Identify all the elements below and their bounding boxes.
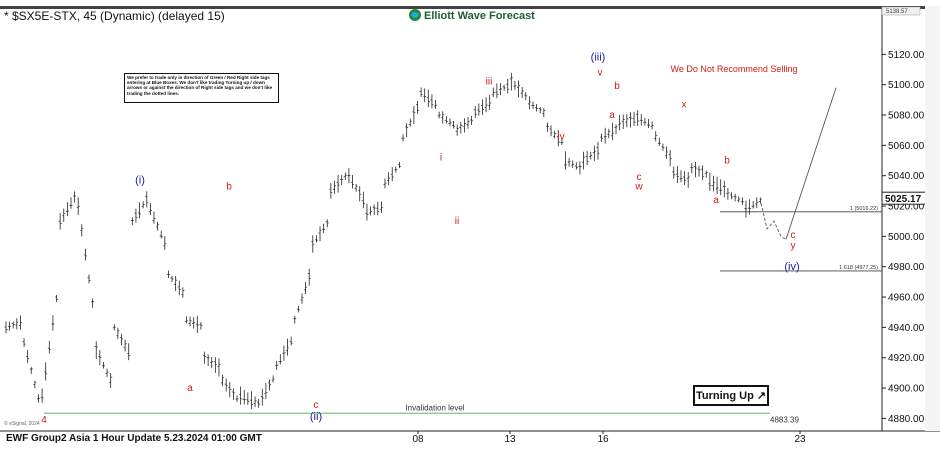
projection-up-arrow [785,87,837,240]
recommendation-text: We Do Not Recommend Selling [671,64,798,74]
x-tick-label: 08 [412,434,424,445]
y-tick-label: 4920.00 [888,353,925,364]
wave-label: a [187,383,193,394]
y-tick-label: 5120.00 [888,50,925,61]
brand-logo-wave [411,12,419,18]
wave-label: w [634,181,643,192]
price-bars [4,72,762,410]
brand-logo: Elliott Wave Forecast [409,9,535,22]
wave-label: x [682,99,687,110]
wave-label: 4 [41,415,47,426]
fib-levels: 1 (5016.22) 1.618 (4977.25) [720,206,882,272]
y-tick-label: 5020.00 [888,202,925,213]
wave-label: y [791,241,796,252]
wave-label: (iii) [591,51,606,63]
x-tick-label: 16 [597,434,609,445]
right-margin [925,6,940,431]
brand-name: Elliott Wave Forecast [424,10,535,22]
wave-label: b [724,156,730,167]
disclaimer-box: We prefer to trade only in direction of … [124,73,279,103]
fib-label: 1.618 (4977.25) [839,265,878,271]
invalidation-value: 4883.39 [770,415,799,424]
wave-label: b [614,81,620,92]
wave-label: ii [455,216,459,227]
wave-label: iv [557,131,564,142]
wave-label: iii [486,77,493,88]
x-tick-label: 13 [504,434,516,445]
last-price-text: 5025.17 [885,194,922,205]
wave-label: c [791,230,796,241]
wave-label: (i) [135,174,145,186]
disclaimer-text: We prefer to trade only in direction of … [127,75,273,96]
update-label: EWF Group2 Asia 1 Hour Update 5.23.2024 … [6,433,262,444]
copyright: © eSignal, 2024 [4,420,40,427]
wave-label: a [713,195,719,206]
y-tick-label: 5060.00 [888,141,925,152]
y-tick-label: 5100.00 [888,80,925,91]
y-axis-ticks: 4880.00 4900.00 4920.00 4940.00 4960.00 4980.… [882,50,925,425]
fib-label: 1 (5016.22) [850,206,878,212]
invalidation-label: Invalidation level [405,403,464,412]
y-tick-label: 5000.00 [888,232,925,243]
wave-label: c [637,172,642,183]
top-border [0,6,940,9]
projection-path [759,198,787,240]
wave-label: b [226,181,232,192]
y-tick-label: 4940.00 [888,323,925,334]
y-tick-label: 4880.00 [888,414,925,425]
symbol-title: * $SX5E-STX, 45 (Dynamic) (delayed 15) [4,9,225,23]
wave-label: (ii) [310,411,322,423]
x-axis-ticks: 08 13 16 23 [412,431,806,445]
x-tick-label: 23 [794,434,806,445]
y-tick-label: 5080.00 [888,111,925,122]
y-tick-label: 5040.00 [888,171,925,182]
wave-label: c [314,400,319,411]
turning-up-label: Turning Up [695,389,754,402]
wave-label: (iv) [784,261,799,273]
arrow-up-right-icon: ↗ [756,390,767,402]
y-tick-label: 4900.00 [888,384,925,395]
y-tick-label: 4980.00 [888,262,925,273]
turning-up-button[interactable]: Turning Up ↗ [693,385,769,406]
wave-label: a [609,110,615,121]
top-price-tag [881,6,921,16]
y-tick-label: 4960.00 [888,293,925,304]
top-price-tag-text: 5138.57 [886,9,908,15]
wave-label: i [440,153,442,164]
wave-label: v [598,68,603,79]
